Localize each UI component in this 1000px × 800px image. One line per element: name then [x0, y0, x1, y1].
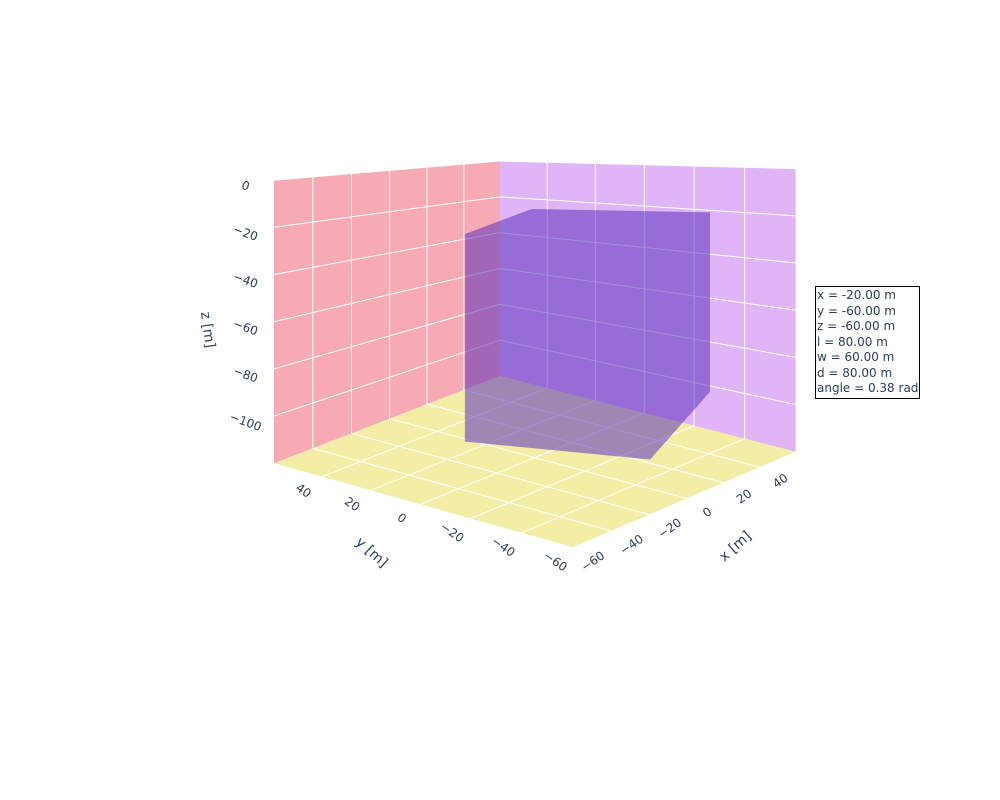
- z-tick-label: −80: [231, 364, 260, 386]
- y-tick-label: −60: [541, 548, 570, 574]
- mesh-face-0: [464, 375, 710, 460]
- x-tick-label: −60: [578, 548, 607, 574]
- annotation-d: d = 80.00 m: [817, 365, 893, 380]
- z-tick-label: −100: [228, 410, 264, 434]
- floor-plane: [273, 376, 797, 548]
- x-tick-label: −20: [655, 515, 684, 541]
- gridline-z-xz: [273, 196, 501, 228]
- z-tick-label: −20: [231, 222, 260, 244]
- x-axis-title: x [m]: [716, 528, 754, 565]
- gridline-y-floor: [419, 412, 645, 506]
- z-tick-label: −40: [231, 269, 260, 291]
- gridline-z-xz: [273, 232, 501, 276]
- gridline-y-floor: [469, 425, 695, 520]
- gridline-z-yz: [499, 339, 797, 406]
- gridline-x-floor: [312, 447, 613, 532]
- z-tick-label: −60: [231, 316, 260, 338]
- rotated-box-mesh: [464, 209, 710, 460]
- gridline-x-floor: [426, 403, 725, 484]
- gridline-x-floor: [389, 418, 688, 500]
- annotation-z: z = -60.00 m: [817, 319, 896, 333]
- gridline-y-floor: [321, 387, 548, 478]
- y-tick-label: 0: [395, 510, 409, 526]
- mesh-face-3: [464, 209, 532, 442]
- mesh-face-4: [464, 234, 651, 460]
- mesh-face-1: [464, 209, 710, 239]
- annotation-l: l = 80.00 m: [817, 334, 888, 349]
- yz-wall: [500, 161, 797, 452]
- gridline-z-yz: [499, 232, 797, 264]
- annotation-w: w = 60.00 m: [817, 350, 895, 364]
- gridline-x-floor: [463, 389, 761, 468]
- z-tick-label: 0: [240, 178, 252, 194]
- gridline-z-yz: [499, 303, 797, 358]
- annotation-angle: angle = 0.38 rad: [817, 381, 919, 395]
- gridline-z-yz: [499, 196, 797, 217]
- z-axis-title: z [m]: [197, 311, 218, 349]
- y-tick-label: −40: [489, 534, 518, 560]
- x-tick-label: 0: [700, 504, 714, 520]
- gridline-y-floor: [572, 451, 797, 549]
- gridline-z-xz: [273, 160, 501, 181]
- gridline-z-xz: [273, 303, 501, 370]
- gridline-y-floor: [520, 438, 745, 534]
- x-tick-label: 20: [734, 486, 755, 506]
- gridline-y-floor: [369, 399, 596, 492]
- mesh-face-5: [531, 209, 710, 392]
- x-tick-label: 40: [770, 471, 791, 491]
- mesh-face-2: [650, 212, 710, 460]
- y-axis-title: y [m]: [352, 534, 390, 571]
- xz-wall: [273, 161, 500, 464]
- parameter-annotation-box: x = -20.00 m y = -60.00 m z = -60.00 m l…: [815, 286, 921, 399]
- annotation-x: x = -20.00 m: [817, 288, 896, 302]
- annotation-y: y = -60.00 m: [817, 303, 896, 318]
- gridline-z-yz: [499, 268, 797, 311]
- y-tick-label: 20: [342, 494, 363, 514]
- gridline-z-xz: [273, 339, 501, 417]
- x-tick-label: −40: [617, 532, 646, 558]
- gridline-x-floor: [351, 432, 651, 516]
- gridline-z-yz: [499, 160, 797, 170]
- gridline-z-xz: [273, 268, 501, 323]
- y-tick-label: −20: [438, 519, 467, 545]
- gridline-x-floor: [273, 463, 574, 549]
- y-tick-label: 40: [293, 480, 314, 500]
